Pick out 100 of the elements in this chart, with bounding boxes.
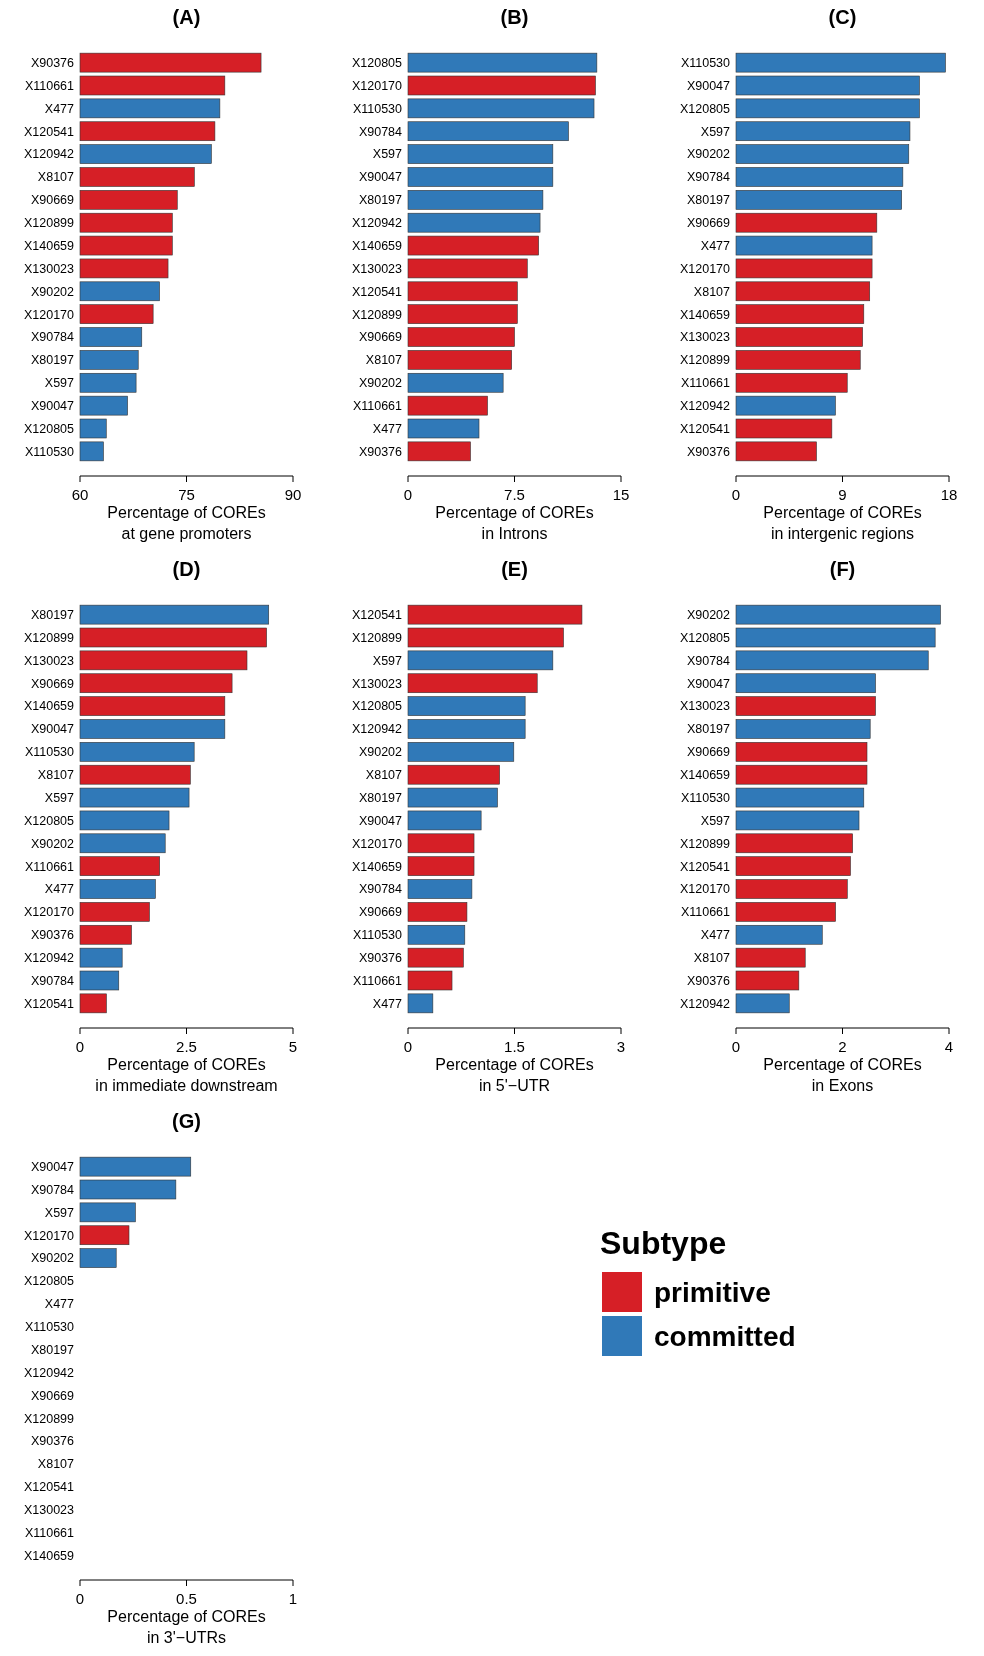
y-tick-label: X90376: [30, 928, 75, 943]
bar: [735, 993, 790, 1014]
bar: [407, 970, 453, 991]
x-axis-title: Percentage of COREs in Exons: [763, 1056, 922, 1094]
y-tick-label: X130023: [23, 261, 75, 276]
y-tick-label: X140659: [351, 859, 403, 874]
y-tick-label: X120170: [23, 307, 75, 322]
y-tick-label: X110530: [680, 790, 731, 805]
bar: [407, 856, 475, 876]
bar: [735, 258, 873, 279]
bar: [79, 924, 132, 945]
y-tick-label: X120899: [23, 630, 75, 645]
bar: [735, 924, 823, 945]
bar: [735, 696, 876, 716]
y-tick-label: X120805: [351, 56, 403, 71]
y-tick-label: X90784: [686, 170, 731, 185]
y-tick-label: X110661: [24, 1525, 75, 1540]
chart-title: (D): [172, 558, 201, 580]
y-tick-label: X477: [44, 101, 75, 116]
y-tick-label: X120541: [679, 421, 731, 436]
x-tick-label: 7.5: [504, 486, 525, 503]
bar: [735, 372, 848, 393]
legend-title: Subtype: [600, 1225, 727, 1261]
y-tick-label: X120805: [23, 421, 75, 436]
y-tick-label: X120942: [351, 722, 403, 737]
y-tick-label: X90669: [358, 905, 403, 920]
y-tick-label: X140659: [679, 307, 731, 322]
y-tick-label: X120805: [679, 630, 731, 645]
bar: [407, 212, 541, 233]
x-tick-label: 3: [616, 1038, 626, 1055]
x-tick-label: 0: [731, 486, 741, 503]
bar: [79, 673, 233, 694]
y-tick-label: X477: [372, 421, 403, 436]
bar: [735, 98, 920, 119]
bar: [735, 395, 836, 416]
bar: [407, 742, 515, 762]
bar: [407, 604, 583, 625]
y-tick-label: X120541: [23, 1480, 75, 1495]
y-tick-label: X90669: [30, 676, 75, 691]
bar: [407, 167, 554, 187]
y-tick-label: X90376: [30, 56, 75, 71]
y-tick-label: X140659: [679, 768, 731, 783]
bar: [407, 673, 538, 694]
y-tick-label: X90376: [686, 444, 731, 459]
y-tick-label: X120805: [351, 699, 403, 714]
y-tick-label: X120942: [679, 399, 731, 414]
x-axis-title: Percentage of COREs in 5'−UTR: [435, 1056, 594, 1094]
y-tick-label: X80197: [30, 608, 75, 623]
bar: [407, 879, 473, 899]
y-tick-label: X120541: [23, 996, 75, 1011]
y-tick-label: X120942: [23, 147, 75, 162]
y-tick-label: X597: [700, 124, 731, 139]
y-tick-label: X120899: [23, 216, 75, 231]
y-tick-label: X8107: [37, 170, 75, 185]
y-tick-label: X90047: [686, 78, 731, 93]
bar: [79, 742, 195, 762]
bar: [79, 1248, 117, 1268]
y-tick-label: X120805: [23, 1274, 75, 1289]
y-tick-label: X90784: [30, 973, 75, 988]
y-tick-label: X110661: [680, 905, 731, 920]
bar: [79, 764, 191, 785]
y-tick-label: X120899: [679, 836, 731, 851]
y-tick-label: X120170: [351, 836, 403, 851]
bar: [735, 787, 865, 808]
y-tick-label: X130023: [679, 699, 731, 714]
y-tick-label: X477: [44, 1297, 75, 1312]
y-tick-label: X120899: [679, 353, 731, 368]
bar: [407, 947, 464, 968]
bar: [407, 281, 518, 302]
y-tick-label: X120942: [679, 996, 731, 1011]
y-tick-label: X80197: [358, 790, 403, 805]
x-tick-label: 75: [178, 486, 195, 503]
x-axis-title: Percentage of COREs in 3'−UTRs: [107, 1608, 266, 1646]
bar: [735, 144, 910, 164]
bar: [735, 304, 865, 324]
y-tick-label: X90202: [686, 608, 731, 623]
y-tick-label: X90202: [358, 376, 403, 391]
bar: [735, 121, 911, 142]
bar: [735, 167, 904, 187]
bar: [407, 144, 554, 164]
x-tick-label: 18: [940, 486, 958, 503]
y-tick-label: X8107: [693, 951, 731, 966]
y-tick-label: X597: [372, 653, 403, 668]
bar: [79, 947, 123, 968]
bar: [735, 75, 920, 96]
y-tick-label: X140659: [23, 699, 75, 714]
y-tick-label: X90376: [358, 444, 403, 459]
x-tick-label: 60: [71, 486, 89, 503]
y-tick-label: X80197: [358, 193, 403, 208]
bar: [735, 833, 853, 854]
y-tick-label: X597: [44, 376, 75, 391]
bar: [79, 879, 156, 899]
y-tick-label: X110661: [24, 859, 75, 874]
y-tick-label: X120170: [351, 78, 403, 93]
bar: [407, 993, 434, 1014]
bar: [407, 372, 504, 393]
bar: [407, 627, 564, 648]
y-tick-label: X90047: [30, 399, 75, 414]
bar: [79, 1225, 130, 1246]
bar: [407, 810, 482, 831]
